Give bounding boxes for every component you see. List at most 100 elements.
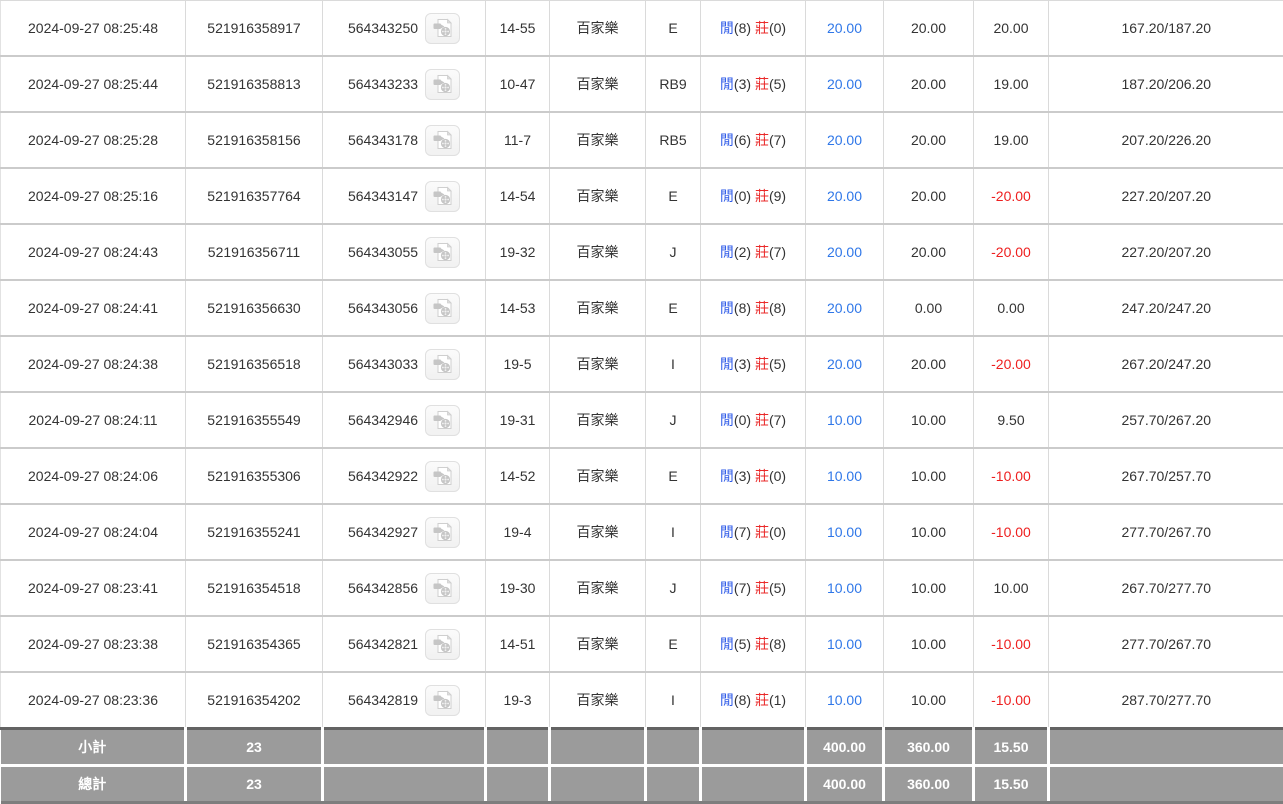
video-replay-button[interactable] (425, 237, 460, 268)
banker-score: (5) (769, 356, 786, 372)
bet-amount-link[interactable]: 20.00 (827, 132, 862, 148)
game-type-cell: 百家樂 (550, 336, 646, 392)
game-result-cell: 閒(5) 莊(8) (701, 616, 806, 672)
winloss-cell: 10.00 (974, 560, 1049, 616)
bet-amount-link[interactable]: 10.00 (827, 692, 862, 708)
video-replay-button[interactable] (425, 405, 460, 436)
result-code-cell: E (646, 616, 701, 672)
bet-amount-cell: 20.00 (806, 280, 884, 336)
table-seat-cell: 14-55 (486, 1, 550, 57)
table-seat-cell: 14-51 (486, 616, 550, 672)
game-type-cell: 百家樂 (550, 672, 646, 729)
video-replay-button[interactable] (425, 125, 460, 156)
valid-bet-cell: 10.00 (884, 672, 974, 729)
banker-label: 莊 (755, 692, 769, 708)
game-id-cell: 564342819 (323, 672, 486, 729)
banker-score: (7) (769, 412, 786, 428)
video-replay-button[interactable] (425, 573, 460, 604)
game-type-cell: 百家樂 (550, 616, 646, 672)
game-result-cell: 閒(3) 莊(5) (701, 336, 806, 392)
total-empty-cell (1049, 766, 1283, 803)
game-id-cell: 564343147 (323, 168, 486, 224)
table-seat-cell: 19-31 (486, 392, 550, 448)
round-id-cell: 521916355241 (186, 504, 323, 560)
game-type-cell: 百家樂 (550, 56, 646, 112)
game-id-cell: 564343056 (323, 280, 486, 336)
valid-bet-cell: 20.00 (884, 224, 974, 280)
video-replay-button[interactable] (425, 13, 460, 44)
result-code-cell: E (646, 280, 701, 336)
table-seat-cell: 19-4 (486, 504, 550, 560)
video-replay-button[interactable] (425, 69, 460, 100)
game-id-value: 564343178 (348, 132, 418, 148)
bet-amount-link[interactable]: 20.00 (827, 76, 862, 92)
game-result-cell: 閒(0) 莊(7) (701, 392, 806, 448)
game-id-cell: 564343033 (323, 336, 486, 392)
bet-amount-link[interactable]: 20.00 (827, 356, 862, 372)
bet-amount-link[interactable]: 20.00 (827, 300, 862, 316)
total-winloss: 15.50 (974, 766, 1049, 803)
winloss-cell: 9.50 (974, 392, 1049, 448)
bet-amount-cell: 10.00 (806, 672, 884, 729)
bet-amount-link[interactable]: 20.00 (827, 244, 862, 260)
total-empty-cell (701, 766, 806, 803)
player-score: (7) (734, 580, 751, 596)
bet-amount-link[interactable]: 20.00 (827, 188, 862, 204)
table-row: 2024-09-27 08:24:43 521916356711 5643430… (1, 224, 1283, 280)
result-code-cell: E (646, 1, 701, 57)
bet-amount-link[interactable]: 10.00 (827, 412, 862, 428)
banker-score: (5) (769, 580, 786, 596)
game-id-value: 564342922 (348, 468, 418, 484)
balance-cell: 267.20/247.20 (1049, 336, 1283, 392)
video-replay-button[interactable] (425, 629, 460, 660)
table-seat-cell: 19-3 (486, 672, 550, 729)
winloss-cell: -10.00 (974, 504, 1049, 560)
game-id-cell: 564342922 (323, 448, 486, 504)
banker-label: 莊 (755, 132, 769, 148)
round-id-cell: 521916354518 (186, 560, 323, 616)
result-code-cell: RB9 (646, 56, 701, 112)
banker-label: 莊 (755, 356, 769, 372)
banker-label: 莊 (755, 188, 769, 204)
banker-label: 莊 (755, 524, 769, 540)
bet-amount-link[interactable]: 10.00 (827, 468, 862, 484)
total-bet: 400.00 (806, 766, 884, 803)
winloss-cell: -20.00 (974, 336, 1049, 392)
bet-amount-link[interactable]: 10.00 (827, 524, 862, 540)
banker-label: 莊 (755, 20, 769, 36)
video-replay-button[interactable] (425, 461, 460, 492)
game-id-cell: 564342821 (323, 616, 486, 672)
table-row: 2024-09-27 08:23:41 521916354518 5643428… (1, 560, 1283, 616)
video-replay-button[interactable] (425, 685, 460, 716)
result-code-cell: I (646, 504, 701, 560)
banker-label: 莊 (755, 244, 769, 260)
result-code-cell: J (646, 560, 701, 616)
bet-amount-link[interactable]: 10.00 (827, 580, 862, 596)
table-row: 2024-09-27 08:25:28 521916358156 5643431… (1, 112, 1283, 168)
banker-score: (5) (769, 76, 786, 92)
player-label: 閒 (720, 20, 734, 36)
subtotal-empty-cell (701, 729, 806, 766)
valid-bet-cell: 20.00 (884, 56, 974, 112)
table-row: 2024-09-27 08:24:11 521916355549 5643429… (1, 392, 1283, 448)
result-code-cell: J (646, 392, 701, 448)
video-replay-button[interactable] (425, 349, 460, 380)
video-replay-button[interactable] (425, 517, 460, 548)
valid-bet-cell: 10.00 (884, 616, 974, 672)
game-result-cell: 閒(6) 莊(7) (701, 112, 806, 168)
bet-time-cell: 2024-09-27 08:24:43 (1, 224, 186, 280)
video-replay-icon (432, 185, 454, 207)
bet-time-cell: 2024-09-27 08:25:16 (1, 168, 186, 224)
video-replay-icon (432, 17, 454, 39)
video-replay-icon (432, 465, 454, 487)
subtotal-winloss: 15.50 (974, 729, 1049, 766)
video-replay-button[interactable] (425, 293, 460, 324)
balance-cell: 207.20/226.20 (1049, 112, 1283, 168)
video-replay-button[interactable] (425, 181, 460, 212)
bet-amount-link[interactable]: 10.00 (827, 636, 862, 652)
subtotal-bet: 400.00 (806, 729, 884, 766)
bet-amount-cell: 20.00 (806, 336, 884, 392)
bet-amount-link[interactable]: 20.00 (827, 20, 862, 36)
video-replay-icon (432, 521, 454, 543)
